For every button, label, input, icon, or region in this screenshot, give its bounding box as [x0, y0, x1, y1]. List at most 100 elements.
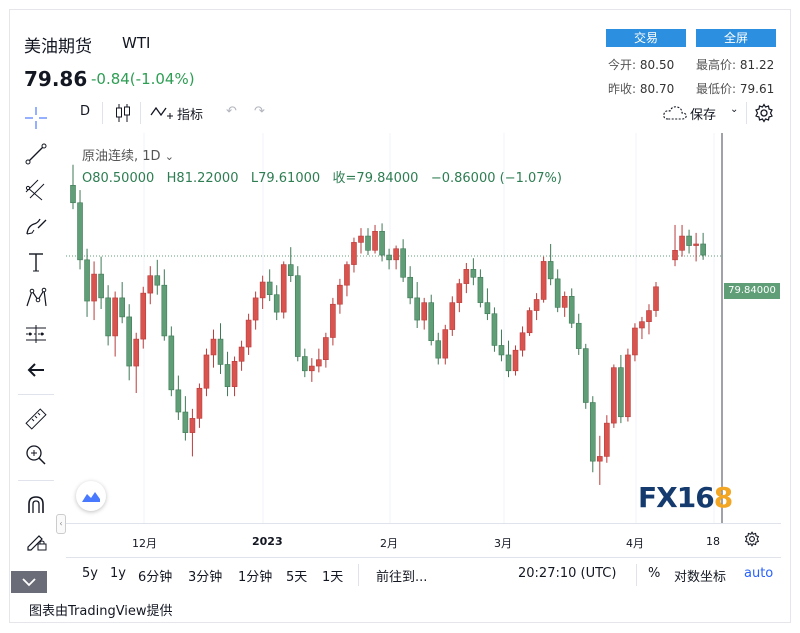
- forecast-icon[interactable]: [22, 320, 50, 348]
- candle-body: [526, 310, 533, 334]
- time-tick: 3月: [494, 537, 512, 550]
- redo-icon[interactable]: ↷: [254, 104, 265, 119]
- candle-body: [168, 335, 175, 391]
- auto-scale-toggle[interactable]: auto: [744, 566, 774, 581]
- instrument-symbol: WTI: [122, 34, 151, 52]
- range-3m[interactable]: 3分钟: [188, 570, 223, 585]
- zoom-in-icon[interactable]: [22, 441, 50, 469]
- candle-body: [112, 297, 118, 337]
- candle-body: [540, 261, 547, 300]
- range-1m[interactable]: 1分钟: [238, 570, 273, 585]
- candle-body: [372, 230, 378, 251]
- candle-body: [161, 284, 168, 337]
- trade-button[interactable]: 交易: [606, 29, 686, 47]
- high-stat: 最高价: 81.22: [696, 56, 774, 73]
- candle-body: [203, 354, 210, 389]
- log-scale-toggle[interactable]: 对数坐标: [674, 570, 727, 585]
- chevron-down-icon[interactable]: ⌄: [164, 150, 174, 163]
- indicators-icon[interactable]: [150, 103, 174, 127]
- price-chart[interactable]: [66, 133, 777, 523]
- candle-body: [632, 327, 638, 356]
- toolbar-divider: [358, 564, 359, 586]
- candle-body: [449, 302, 456, 330]
- series-name: 原油连续, 1D: [82, 149, 161, 164]
- range-1d[interactable]: 1天: [322, 570, 344, 585]
- time-axis[interactable]: 12月 2023 2月 3月 4月 18: [66, 523, 781, 557]
- range-1y[interactable]: 1y: [110, 566, 126, 581]
- collapse-toolbar-button[interactable]: [11, 571, 47, 593]
- candle-body: [77, 202, 83, 261]
- candle-body: [365, 235, 371, 251]
- fib-channel-icon[interactable]: [22, 176, 50, 204]
- candle-body: [604, 422, 610, 457]
- instrument-title: 美油期货: [24, 37, 92, 57]
- candle-body: [428, 302, 435, 341]
- save-button[interactable]: 保存: [690, 108, 717, 123]
- low-stat: 最低价: 79.61: [696, 80, 774, 97]
- lock-pencil-icon[interactable]: [22, 527, 50, 555]
- price-change: -0.84(-1.04%): [91, 70, 195, 88]
- toolbar-divider: [746, 102, 747, 124]
- drawing-toolbar: [10, 100, 62, 600]
- candle-body: [498, 345, 505, 356]
- undo-icon[interactable]: ↶: [226, 104, 237, 119]
- candle-body: [463, 269, 470, 284]
- candle-body: [294, 275, 301, 357]
- candle-body: [224, 364, 231, 387]
- open-stat: 今开: 80.50: [608, 56, 674, 73]
- time-tick: 2月: [380, 537, 398, 550]
- toolbar-divider: [18, 480, 54, 481]
- toolbar-divider: [636, 564, 637, 586]
- candle-body: [693, 243, 699, 246]
- candle-body: [470, 269, 477, 278]
- text-icon[interactable]: [22, 248, 50, 276]
- pattern-icon[interactable]: [22, 284, 50, 312]
- bottom-toolbar: 5y 1y 6分钟 3分钟 1分钟 5天 1天 前往到... 20:27:10 …: [66, 557, 781, 589]
- candle-body: [512, 349, 519, 372]
- brush-icon[interactable]: [22, 212, 50, 240]
- prev-close-stat: 昨收: 80.70: [608, 80, 674, 97]
- logo-main-text: FX16: [638, 481, 715, 514]
- time-tick: 2023: [252, 535, 283, 548]
- cloud-icon[interactable]: [662, 103, 688, 127]
- interval-selector[interactable]: D: [80, 104, 91, 119]
- candle-body: [280, 264, 287, 313]
- candle-body: [407, 276, 413, 299]
- toolbar-divider: [140, 102, 141, 124]
- fx168-logo: FX168: [638, 481, 733, 514]
- crosshair-icon[interactable]: [22, 104, 50, 132]
- percent-toggle[interactable]: %: [648, 566, 661, 581]
- candle-body: [182, 411, 189, 433]
- candle-body: [231, 360, 238, 387]
- last-price: 79.86: [24, 67, 88, 91]
- candle-body: [456, 283, 463, 303]
- trend-line-icon[interactable]: [22, 140, 50, 168]
- magnet-icon[interactable]: [22, 491, 50, 519]
- candlestick-icon[interactable]: [114, 103, 132, 127]
- axis-settings-gear-icon[interactable]: [744, 531, 760, 550]
- gear-icon[interactable]: [754, 103, 774, 127]
- indicators-button[interactable]: 指标: [177, 108, 204, 123]
- candle-body: [421, 302, 428, 321]
- tradingview-logo-icon[interactable]: [76, 481, 106, 511]
- candle-body: [98, 273, 104, 299]
- candle-body: [386, 254, 392, 261]
- range-5d[interactable]: 5天: [286, 570, 308, 585]
- candle-body: [672, 250, 678, 261]
- open-value: 80.50: [639, 58, 675, 72]
- chevron-down-icon[interactable]: ⌄: [730, 104, 739, 115]
- toolbar-toggle-handle[interactable]: ‹: [56, 514, 66, 534]
- utc-clock[interactable]: 20:27:10 (UTC): [518, 566, 617, 581]
- fullscreen-button[interactable]: 全屏: [696, 29, 776, 47]
- candle-body: [646, 310, 652, 322]
- prev-close-label: 昨收:: [608, 82, 637, 96]
- goto-date-button[interactable]: 前往到...: [376, 570, 428, 585]
- candle-body: [611, 367, 617, 424]
- candle-body: [435, 340, 442, 359]
- range-6m[interactable]: 6分钟: [138, 570, 173, 585]
- arrow-left-icon[interactable]: [22, 356, 50, 384]
- range-5y[interactable]: 5y: [82, 566, 98, 581]
- candle-body: [351, 242, 357, 265]
- candle-body: [337, 284, 343, 305]
- ruler-icon[interactable]: [22, 405, 50, 433]
